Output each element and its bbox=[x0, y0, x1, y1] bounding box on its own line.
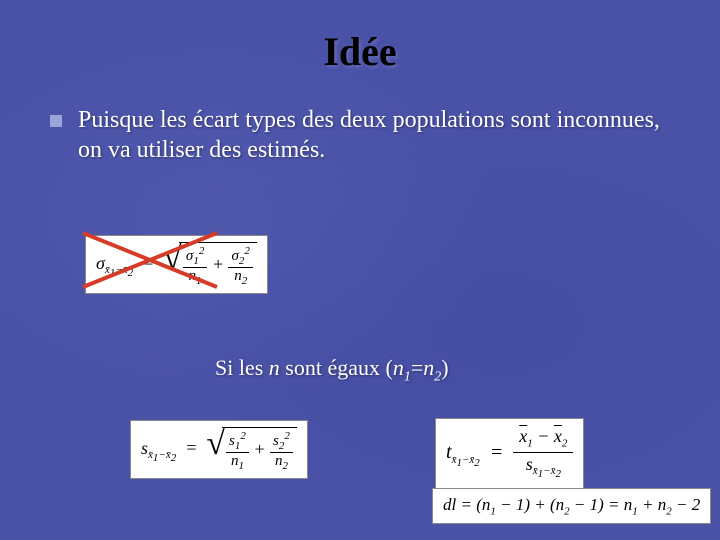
subheading: Si les n sont égaux (n1=n2) bbox=[215, 355, 449, 385]
subheading-eq-lhs: n1 bbox=[393, 355, 411, 380]
bullet-square-icon bbox=[50, 115, 62, 127]
formula-t-den: sx̄1−x̄2 bbox=[513, 453, 573, 483]
formula-sigma: σx̄1−x̄2 = √ σ12n1 + σ22n2 bbox=[85, 235, 268, 294]
bullet-row: Puisque les écart types des deux populat… bbox=[50, 105, 670, 165]
formula-t-lhs: tx̄1−x̄2 bbox=[446, 441, 480, 463]
bullet-text: Puisque les écart types des deux populat… bbox=[78, 105, 670, 165]
subheading-eq-rhs: n2 bbox=[423, 355, 441, 380]
formula-s: sx̄1−x̄2 = √ s12n1 + s22n2 bbox=[130, 420, 308, 479]
formula-s-radicand: s12n1 + s22n2 bbox=[222, 427, 297, 472]
slide-title: Idée bbox=[0, 0, 720, 75]
sqrt-icon: √ σ12n1 + σ22n2 bbox=[163, 242, 257, 287]
sqrt-icon: √ s12n1 + s22n2 bbox=[206, 427, 297, 472]
formula-sigma-radicand: σ12n1 + σ22n2 bbox=[179, 242, 257, 287]
subheading-n1: n bbox=[269, 355, 280, 380]
subheading-prefix: Si les bbox=[215, 355, 269, 380]
formula-t: tx̄1−x̄2 = x1 − x2 sx̄1−x̄2 bbox=[435, 418, 584, 490]
formula-sigma-lhs: σx̄1−x̄2 bbox=[96, 253, 133, 273]
formula-t-num: x1 − x2 bbox=[513, 425, 573, 453]
formula-dl: dl = (n1 − 1) + (n2 − 1) = n1 + n2 − 2 bbox=[432, 488, 711, 524]
formula-s-lhs: sx̄1−x̄2 bbox=[141, 438, 176, 458]
subheading-suffix: ) bbox=[441, 355, 448, 380]
subheading-eq-op: = bbox=[411, 355, 423, 380]
subheading-mid: sont égaux ( bbox=[280, 355, 393, 380]
body-area: Puisque les écart types des deux populat… bbox=[0, 75, 720, 165]
